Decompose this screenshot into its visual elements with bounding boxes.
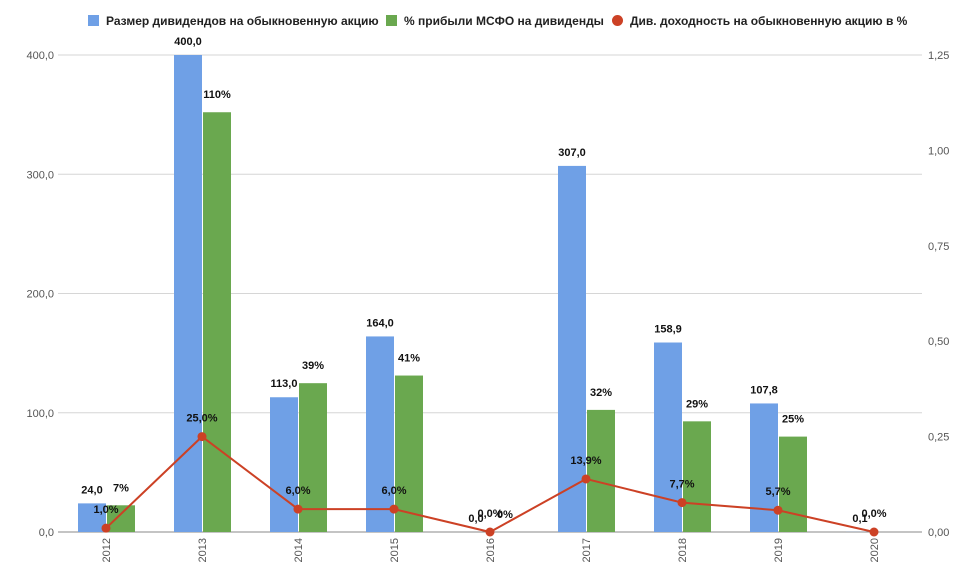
dividend-value-label: 158,9 xyxy=(654,324,682,336)
bar-profit-share xyxy=(395,375,423,532)
yield-value-label: 25,0% xyxy=(186,413,217,425)
x-tick-label: 2020 xyxy=(869,538,881,562)
legend-swatch xyxy=(612,15,623,26)
bar-dividend xyxy=(654,342,682,532)
bars xyxy=(78,55,874,533)
bar-dividend xyxy=(366,336,394,532)
bar-dividend xyxy=(270,397,298,532)
yield-point xyxy=(869,527,879,537)
dividend-value-label: 24,0 xyxy=(81,484,102,496)
bar-dividend xyxy=(78,503,106,532)
yield-point xyxy=(293,504,303,514)
x-tick-label: 2018 xyxy=(677,538,689,562)
yield-point xyxy=(677,498,687,508)
bar-profit-share xyxy=(203,112,231,533)
bar-profit-share xyxy=(587,409,615,532)
line-series xyxy=(101,432,879,537)
profit-share-label: 7% xyxy=(113,482,129,494)
yield-value-label: 0,0% xyxy=(477,508,502,520)
x-tick-label: 2015 xyxy=(389,538,401,562)
dividend-value-label: 400,0 xyxy=(174,36,202,48)
y-right-tick-label: 0,25 xyxy=(928,432,949,444)
data-labels: 24,0 7% 1,0% 400,0 110% 25,0% 113,0 39% 6,0% 164,… xyxy=(81,36,886,525)
x-tick-label: 2019 xyxy=(773,538,785,562)
legend-label: Див. доходность на обыкновенную акцию в … xyxy=(630,14,908,28)
y-left-tick-label: 0,0 xyxy=(39,527,54,539)
yield-value-label: 0,0% xyxy=(861,508,886,520)
legend: Размер дивидендов на обыкновенную акцию%… xyxy=(88,14,908,28)
y-left-tick-label: 400,0 xyxy=(26,50,54,62)
y-right-tick-label: 1,00 xyxy=(928,145,949,157)
yield-point xyxy=(101,523,111,533)
x-tick-label: 2017 xyxy=(581,538,593,562)
legend-label: Размер дивидендов на обыкновенную акцию xyxy=(106,14,379,28)
x-tick-label: 2012 xyxy=(101,538,113,562)
bar-profit-share xyxy=(299,383,327,532)
profit-share-label: 32% xyxy=(590,387,612,399)
dividend-value-label: 307,0 xyxy=(558,147,586,159)
y-right-tick-label: 1,25 xyxy=(928,50,949,62)
profit-share-label: 41% xyxy=(398,353,420,365)
profit-share-label: 29% xyxy=(686,398,708,410)
x-tick-label: 2014 xyxy=(293,538,305,562)
bar-profit-share xyxy=(107,505,135,532)
dividend-value-label: 0,1 xyxy=(852,513,867,525)
legend-label: % прибыли МСФО на дивиденды xyxy=(404,14,604,28)
y-right-tick-label: 0,75 xyxy=(928,241,949,253)
x-tick-label: 2016 xyxy=(485,538,497,562)
bar-dividend xyxy=(558,165,586,532)
yield-point xyxy=(773,505,783,515)
y-right-tick-label: 0,50 xyxy=(928,336,949,348)
yield-value-label: 6,0% xyxy=(381,485,406,497)
yield-value-label: 5,7% xyxy=(765,486,790,498)
profit-share-label: 39% xyxy=(302,360,324,372)
x-tick-label: 2013 xyxy=(197,538,209,562)
yield-value-label: 7,7% xyxy=(669,479,694,491)
dividend-value-label: 164,0 xyxy=(366,317,394,329)
yield-value-label: 13,9% xyxy=(570,455,601,467)
yield-point xyxy=(197,432,207,442)
bar-dividend xyxy=(174,55,202,532)
y-right-tick-label: 0,00 xyxy=(928,527,949,539)
y-left-tick-label: 100,0 xyxy=(26,408,54,420)
y-left-tick-label: 200,0 xyxy=(26,289,54,301)
bar-dividend xyxy=(750,403,778,532)
profit-share-label: 110% xyxy=(203,89,231,101)
profit-share-label: 25% xyxy=(782,414,804,426)
dividend-value-label: 0,0 xyxy=(468,513,483,525)
profit-share-label: 0% xyxy=(497,509,513,521)
yield-point xyxy=(389,504,399,514)
yield-point xyxy=(581,474,591,484)
y-left-tick-label: 300,0 xyxy=(26,169,54,181)
legend-swatch xyxy=(386,15,397,26)
bar-profit-share xyxy=(683,421,711,532)
yield-value-label: 6,0% xyxy=(285,485,310,497)
axis-ticks: 0,0 100,0 200,0 300,0 400,0 0,00 0,25 0,50 0,75 1… xyxy=(26,50,949,562)
bar-profit-share xyxy=(779,436,807,532)
dividend-value-label: 113,0 xyxy=(271,378,298,390)
yield-point xyxy=(485,527,495,537)
legend-swatch xyxy=(88,15,99,26)
yield-value-label: 1,0% xyxy=(93,504,118,516)
dividend-value-label: 107,8 xyxy=(750,384,778,396)
